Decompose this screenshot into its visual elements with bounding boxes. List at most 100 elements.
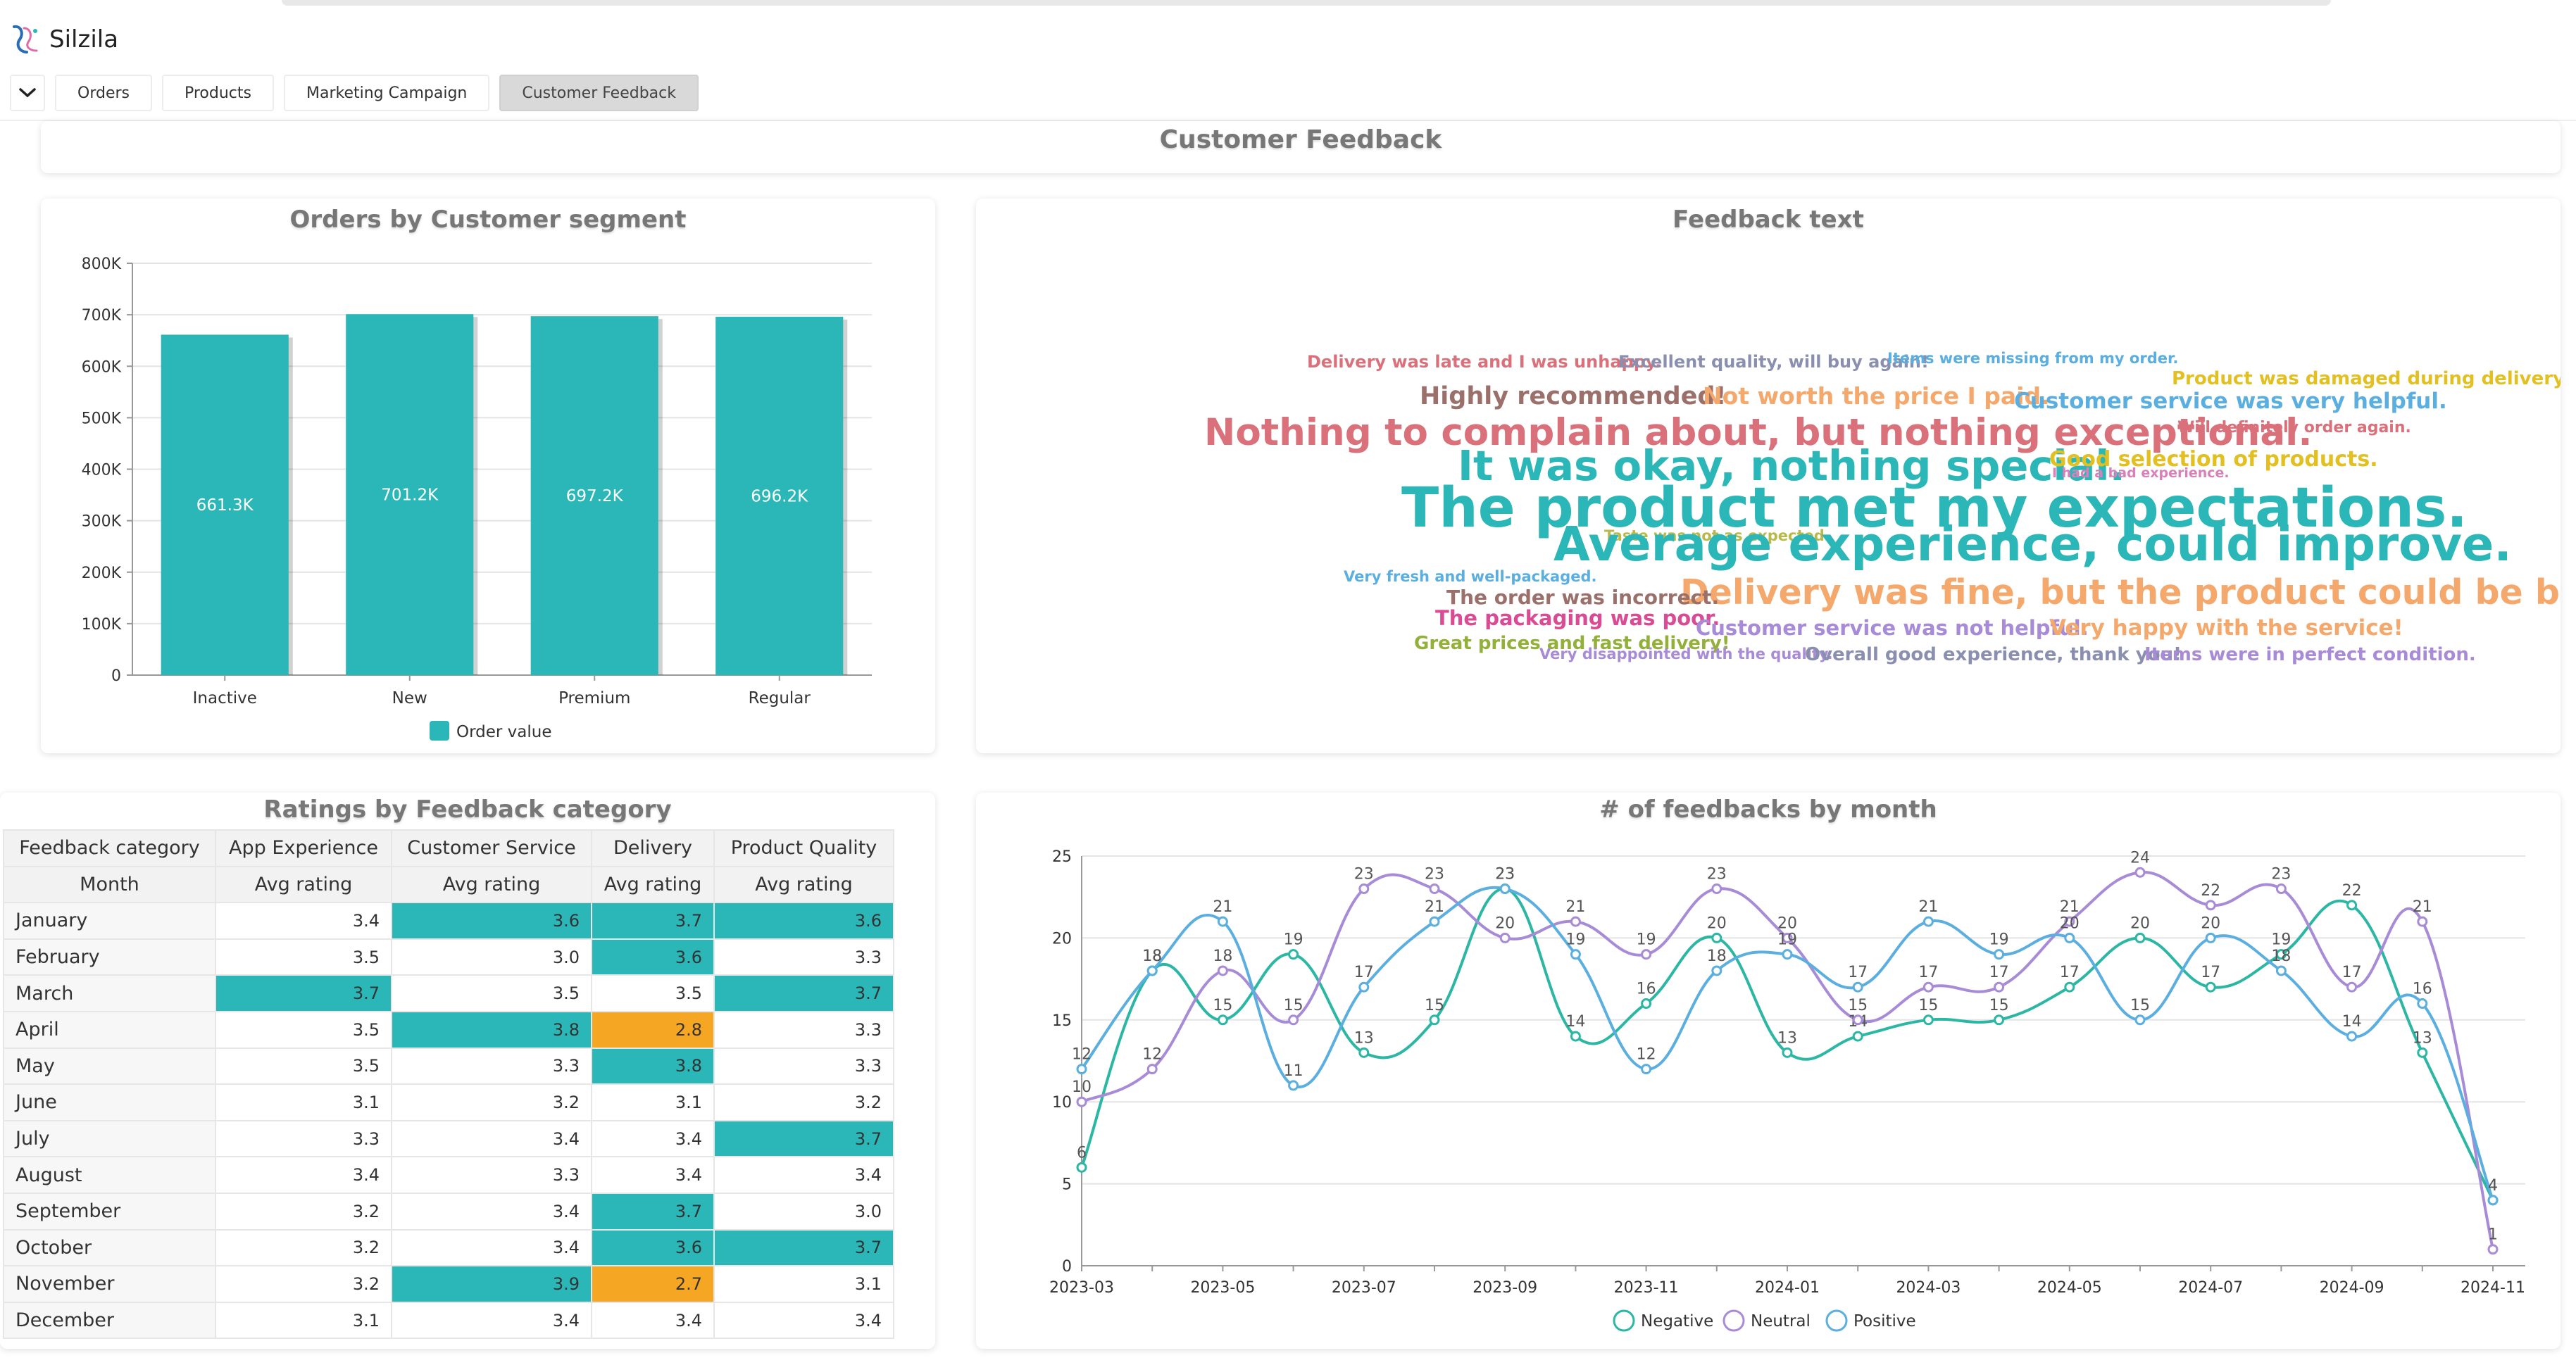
bar (715, 316, 844, 675)
column-header: Feedback category (3, 829, 216, 867)
data-label: 15 (1989, 997, 2009, 1014)
data-point (2064, 981, 2075, 993)
ratings-table: Feedback category App Experience Customer … (3, 829, 894, 1340)
table-cell: 3.1 (215, 1083, 392, 1121)
data-label: 21 (1565, 898, 1585, 916)
collapse-tabs-button[interactable] (10, 75, 45, 111)
table-cell: 3.2 (215, 1228, 392, 1267)
data-label: 20 (2060, 914, 2080, 932)
feedback-text-card[interactable]: Feedback text Delivery was late and I wa… (976, 199, 2561, 753)
word-cloud-phrase: Delivery was late and I was unhappy. (1307, 352, 1661, 372)
tab-marketing-campaign[interactable]: Marketing Campaign (283, 75, 490, 111)
word-cloud-phrase: Very disappointed with the quality. (1539, 646, 1833, 662)
row-label: March (3, 974, 216, 1012)
y-tick-label: 15 (1052, 1012, 1072, 1030)
tab-customer-feedback[interactable]: Customer Feedback (499, 75, 699, 111)
data-point (2487, 1244, 2499, 1255)
data-label: 12 (1142, 1046, 1162, 1064)
x-tick-label: 2023-09 (1473, 1279, 1537, 1297)
data-label: 17 (2201, 964, 2220, 981)
orders-by-segment-card[interactable]: Orders by Customer segment 0 100K 200K 300K… (41, 199, 935, 753)
x-tick-label: New (392, 689, 427, 707)
x-tick-label: 2023-11 (1614, 1279, 1679, 1297)
table-cell: 3.4 (713, 1156, 894, 1194)
data-label: 15 (1918, 997, 1938, 1014)
data-point (1994, 1014, 2005, 1026)
data-point (1922, 916, 1934, 927)
table-row: August 3.4 3.3 3.4 3.4 (3, 1156, 894, 1194)
feedbacks-line-chart: 0 5 10 15 20 25 2023-03 2023-05 2023-07 2023-09 20… (1049, 848, 2525, 1332)
data-point (2134, 1014, 2146, 1026)
data-point (2064, 932, 2075, 943)
data-label: 13 (1354, 1029, 1374, 1047)
data-label: 18 (1213, 948, 1232, 965)
data-label: 20 (1777, 914, 1797, 932)
table-cell: 3.8 (391, 1010, 592, 1049)
data-point (1217, 965, 1228, 976)
data-label: 22 (2201, 882, 2220, 900)
chevron-down-icon (19, 88, 36, 98)
bar-data-label: 661.3K (196, 496, 254, 515)
word-cloud-phrase: Customer service was very helpful. (2014, 389, 2447, 414)
word-cloud-phrase: Good selection of products. (2049, 447, 2378, 472)
app-logo[interactable]: Silzila (10, 20, 118, 59)
y-tick-label: 10 (1052, 1094, 1072, 1112)
tab-products[interactable]: Products (161, 75, 274, 111)
data-label: 13 (1777, 1029, 1797, 1047)
data-label: 4 (2488, 1177, 2498, 1195)
table-row: June 3.1 3.2 3.1 3.2 (3, 1083, 894, 1121)
data-label: 16 (1637, 981, 1656, 998)
data-point (2487, 1195, 2499, 1206)
data-point (1782, 1047, 1793, 1058)
data-point (1994, 981, 2005, 993)
word-cloud-phrase: Product was damaged during delivery. (2172, 368, 2561, 389)
ratings-table-card[interactable]: Ratings by Feedback category Feedback ca… (0, 793, 935, 1349)
table-cell: 2.7 (591, 1265, 715, 1303)
data-label: 17 (1918, 964, 1938, 981)
data-point (1146, 965, 1158, 976)
data-label: 20 (1707, 914, 1727, 932)
dashboard-tabs: Orders Products Marketing Campaign Custo… (10, 73, 699, 113)
data-label: 21 (1425, 898, 1444, 916)
data-point (2275, 965, 2287, 976)
data-label: 19 (1565, 931, 1585, 949)
table-cell: 3.3 (713, 938, 894, 976)
row-label: August (3, 1156, 216, 1194)
table-cell: 3.3 (713, 1047, 894, 1086)
data-label: 10 (1072, 1078, 1092, 1096)
word-cloud-phrase: Overall good experience, thank you! (1805, 644, 2182, 665)
data-point (1146, 1064, 1158, 1075)
data-label: 15 (1848, 997, 1868, 1014)
table-cell: 3.6 (391, 902, 592, 940)
data-label: 20 (1495, 914, 1515, 932)
feedbacks-by-month-card[interactable]: # of feedbacks by month 0 5 10 15 20 25 2023-0… (976, 793, 2561, 1349)
data-label: 15 (2130, 997, 2150, 1014)
data-point (1358, 981, 1370, 993)
data-label: 24 (2130, 849, 2150, 867)
bar (161, 334, 289, 675)
legend-marker (1613, 1309, 1635, 1332)
data-label: 6 (1077, 1144, 1087, 1162)
data-label: 12 (1072, 1046, 1092, 1064)
table-row: April 3.5 3.8 2.8 3.3 (3, 1010, 894, 1049)
data-point (1711, 965, 1722, 976)
table-cell: 3.3 (391, 1156, 592, 1194)
y-tick-label: 400K (82, 462, 122, 479)
data-point (2205, 900, 2216, 911)
data-label: 19 (1777, 931, 1797, 949)
tab-orders[interactable]: Orders (55, 75, 152, 111)
data-label: 18 (2271, 948, 2291, 965)
data-label: 14 (2342, 1013, 2362, 1031)
table-row: September 3.2 3.4 3.7 3.0 (3, 1192, 894, 1231)
data-label: 17 (1848, 964, 1868, 981)
chart-title: Orders by Customer segment (289, 206, 687, 234)
column-header: Customer Service (391, 829, 592, 867)
data-point (2205, 981, 2216, 993)
x-tick-label: Premium (558, 689, 630, 707)
x-tick-label: 2023-05 (1190, 1279, 1255, 1297)
x-tick-label: 2024-05 (2037, 1279, 2102, 1297)
y-tick-label: 800K (82, 256, 122, 273)
row-label: October (3, 1228, 216, 1267)
data-label: 13 (2413, 1029, 2432, 1047)
app-name: Silzila (49, 25, 119, 54)
